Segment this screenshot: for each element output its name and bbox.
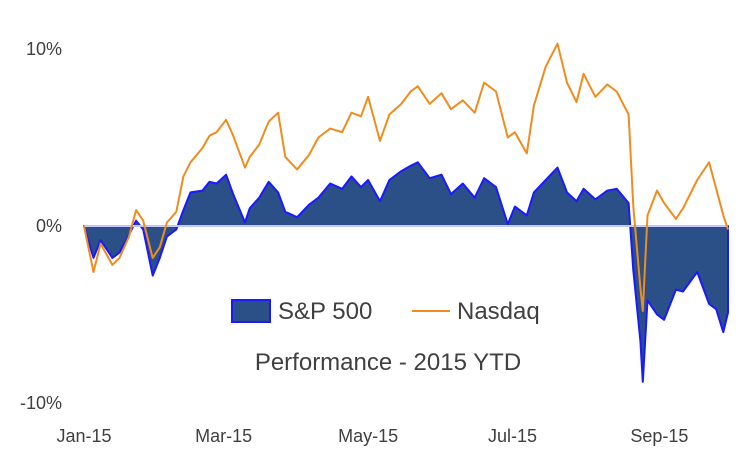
legend-swatch-sp500 (231, 299, 271, 323)
legend: S&P 500 Nasdaq (231, 298, 540, 325)
x-tick-label: May-15 (338, 426, 398, 446)
y-tick-label: 10% (26, 39, 62, 59)
plot-area (83, 42, 729, 383)
legend-label-nasdaq: Nasdaq (457, 298, 540, 325)
x-axis: Jan-15 Mar-15 May-15 Jul-15 Sep-15 (56, 426, 688, 446)
x-tick-label: Sep-15 (630, 426, 688, 446)
x-tick-label: Jul-15 (488, 426, 537, 446)
y-tick-label: -10% (20, 393, 62, 413)
series-area-sp500 (83, 161, 729, 383)
x-tick-label: Mar-15 (195, 426, 252, 446)
chart-title: Performance - 2015 YTD (255, 349, 521, 376)
y-tick-label: 0% (36, 216, 62, 236)
y-axis: 10% 0% -10% (20, 39, 62, 413)
x-tick-label: Jan-15 (56, 426, 111, 446)
legend-label-sp500: S&P 500 (278, 298, 372, 325)
series-line-nasdaq (83, 42, 729, 312)
